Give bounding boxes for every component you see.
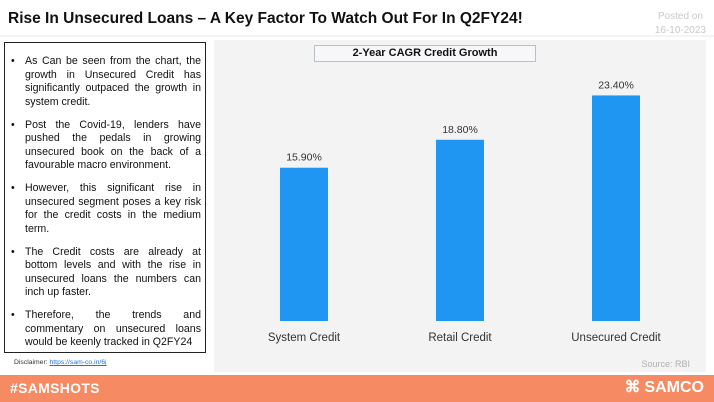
posted-date: 16-10-2023 [654, 25, 706, 36]
bar-retail-credit [436, 139, 484, 321]
chart-title: 2-Year CAGR Credit Growth [314, 45, 536, 62]
source-note: Source: RBI [641, 359, 690, 369]
commentary-list: • As Can be seen from the chart, the grow… [11, 55, 201, 350]
disclaimer: Disclaimer: https://sam-co.in/6j [14, 359, 107, 366]
brand-name: SAMCO [644, 379, 704, 396]
bar-system-credit [280, 167, 328, 321]
footer-bar: #SAMSHOTS ⌘ SAMCO [0, 375, 714, 402]
commentary-text: Therefore, the trends and commentary on … [25, 309, 201, 348]
posted-info: Posted on 16-10-2023 [655, 10, 706, 38]
chart-panel: 2-Year CAGR Credit Growth 15.90% System C… [214, 40, 706, 372]
category-label: Retail Credit [428, 332, 492, 344]
category-label: Unsecured Credit [571, 332, 661, 344]
commentary-text: Post the Covid-19, lenders have pushed t… [25, 118, 201, 172]
commentary-point: • Therefore, the trends and commentary on… [11, 309, 201, 350]
data-label: 15.90% [286, 152, 322, 164]
samco-swirl-icon: ⌘ [624, 379, 641, 396]
bullet-glyph: • [11, 55, 15, 67]
disclaimer-link[interactable]: https://sam-co.in/6j [49, 359, 107, 366]
bullet-glyph: • [11, 118, 15, 131]
commentary-point: • Post the Covid-19, lenders have pushed … [11, 119, 201, 173]
data-label: 18.80% [442, 124, 478, 136]
bullet-glyph: • [11, 182, 15, 194]
bullet-glyph: • [11, 309, 15, 321]
commentary-point: • However, this significant rise in unsec… [11, 182, 201, 236]
data-label: 23.40% [598, 79, 634, 91]
commentary-box: • As Can be seen from the chart, the grow… [4, 42, 206, 353]
bullet-glyph: • [11, 245, 15, 258]
page-title: Rise In Unsecured Loans – A Key Factor T… [8, 10, 523, 27]
hashtag-label: #SAMSHOTS [10, 380, 100, 396]
category-label: System Credit [268, 332, 341, 344]
brand-logo: ⌘ SAMCO [624, 379, 704, 397]
bar-chart: 15.90% System Credit 18.80% Retail Credit 23… [268, 79, 662, 344]
commentary-text: However, this significant rise in unsecu… [25, 182, 201, 235]
commentary-text: The Credit costs are already at bottom l… [25, 245, 201, 299]
commentary-text: As Can be seen from the chart, the growt… [25, 55, 201, 108]
header-divider [0, 35, 714, 37]
bar-unsecured-credit [592, 95, 640, 321]
commentary-point: • The Credit costs are already at bottom … [11, 246, 201, 300]
disclaimer-label: Disclaimer: [14, 359, 48, 366]
posted-label: Posted on [657, 11, 703, 22]
commentary-point: • As Can be seen from the chart, the grow… [11, 55, 201, 109]
